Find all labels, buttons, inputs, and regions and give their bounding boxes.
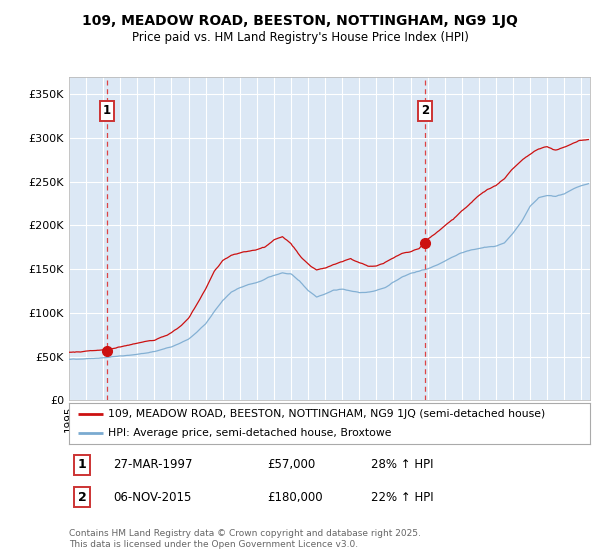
Text: 2: 2 (77, 491, 86, 503)
Text: 2: 2 (421, 104, 429, 117)
Text: 109, MEADOW ROAD, BEESTON, NOTTINGHAM, NG9 1JQ: 109, MEADOW ROAD, BEESTON, NOTTINGHAM, N… (82, 14, 518, 28)
Text: 06-NOV-2015: 06-NOV-2015 (113, 491, 191, 503)
Text: 109, MEADOW ROAD, BEESTON, NOTTINGHAM, NG9 1JQ (semi-detached house): 109, MEADOW ROAD, BEESTON, NOTTINGHAM, N… (108, 409, 545, 419)
Text: 22% ↑ HPI: 22% ↑ HPI (371, 491, 434, 503)
Text: 27-MAR-1997: 27-MAR-1997 (113, 458, 193, 471)
Text: Price paid vs. HM Land Registry's House Price Index (HPI): Price paid vs. HM Land Registry's House … (131, 31, 469, 44)
Text: £57,000: £57,000 (267, 458, 315, 471)
Text: HPI: Average price, semi-detached house, Broxtowe: HPI: Average price, semi-detached house,… (108, 428, 392, 438)
Text: Contains HM Land Registry data © Crown copyright and database right 2025.
This d: Contains HM Land Registry data © Crown c… (69, 529, 421, 549)
Text: 28% ↑ HPI: 28% ↑ HPI (371, 458, 434, 471)
Text: 1: 1 (103, 104, 111, 117)
Text: 1: 1 (77, 458, 86, 471)
Text: £180,000: £180,000 (267, 491, 323, 503)
